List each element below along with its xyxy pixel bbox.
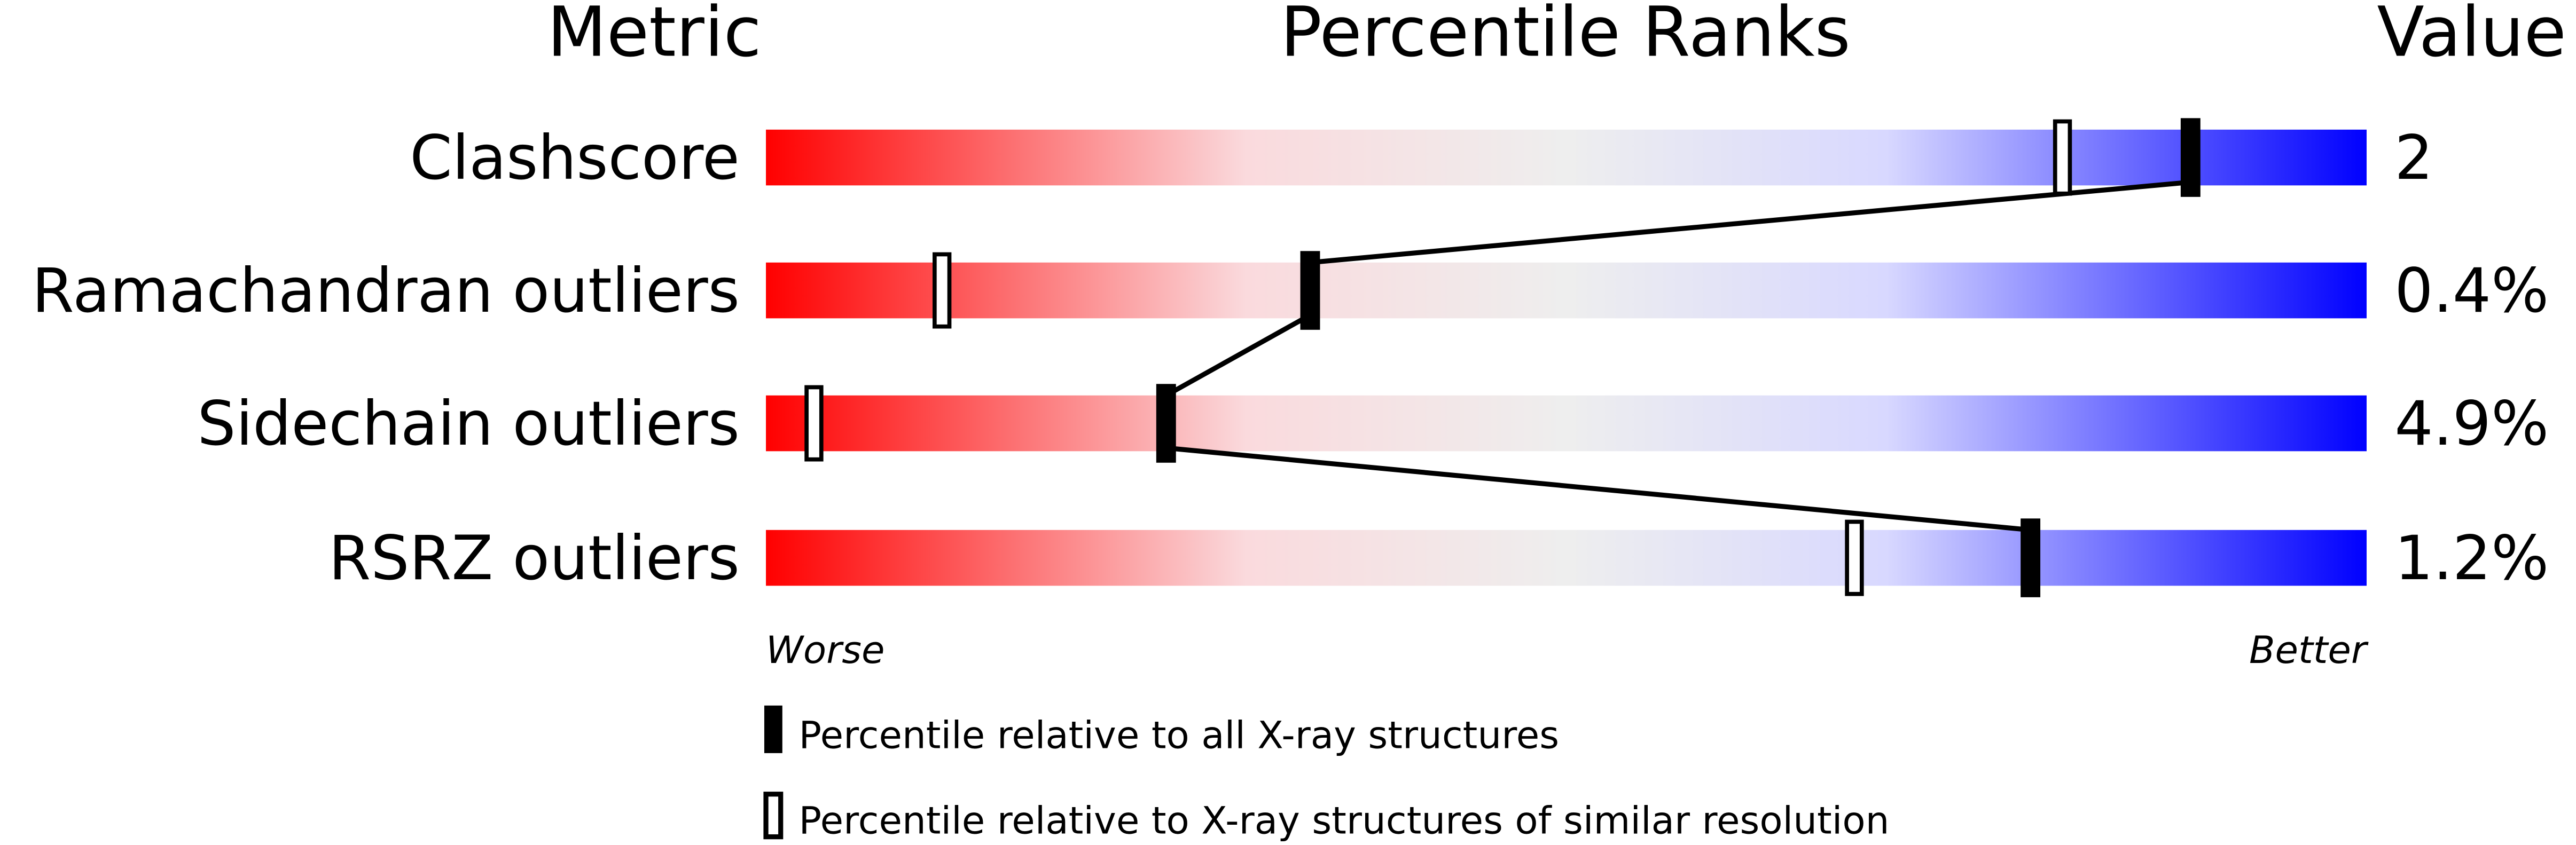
value-header: Value — [2377, 0, 2566, 73]
all-structures-percentile-marker — [2180, 118, 2201, 197]
similar-resolution-percentile-marker — [2053, 119, 2072, 196]
similar-resolution-percentile-marker — [1845, 519, 1864, 596]
metric-header: Metric — [547, 0, 761, 73]
legend-filled-marker-icon — [764, 705, 782, 753]
metric-label: Clashscore — [410, 122, 740, 193]
metric-value: 1.2% — [2394, 523, 2549, 594]
legend-filled-label: Percentile relative to all X-ray structu… — [799, 713, 1560, 757]
metric-label: RSRZ outliers — [328, 523, 740, 594]
percentile-bar — [766, 262, 2367, 319]
all-structures-percentile-marker — [2021, 518, 2041, 597]
legend-open-marker-icon — [763, 792, 784, 840]
all-structures-percentile-marker — [1156, 384, 1176, 463]
metric-value: 2 — [2394, 122, 2433, 193]
metric-value: 0.4% — [2394, 255, 2549, 326]
metric-label: Ramachandran outliers — [32, 255, 740, 326]
worse-label: Worse — [766, 628, 885, 672]
better-label: Better — [2249, 628, 2369, 672]
metric-label: Sidechain outliers — [197, 388, 739, 459]
similar-resolution-percentile-marker — [804, 385, 824, 462]
metric-value: 4.9% — [2394, 388, 2549, 459]
percentile-bar — [766, 530, 2367, 586]
percentile-bar — [766, 395, 2367, 452]
similar-resolution-percentile-marker — [933, 252, 952, 329]
legend-open-label: Percentile relative to X-ray structures … — [799, 798, 1890, 842]
all-structures-percentile-marker — [1300, 251, 1320, 330]
percentile-ranks-header: Percentile Ranks — [1280, 0, 1851, 73]
percentile-bar — [766, 129, 2367, 186]
